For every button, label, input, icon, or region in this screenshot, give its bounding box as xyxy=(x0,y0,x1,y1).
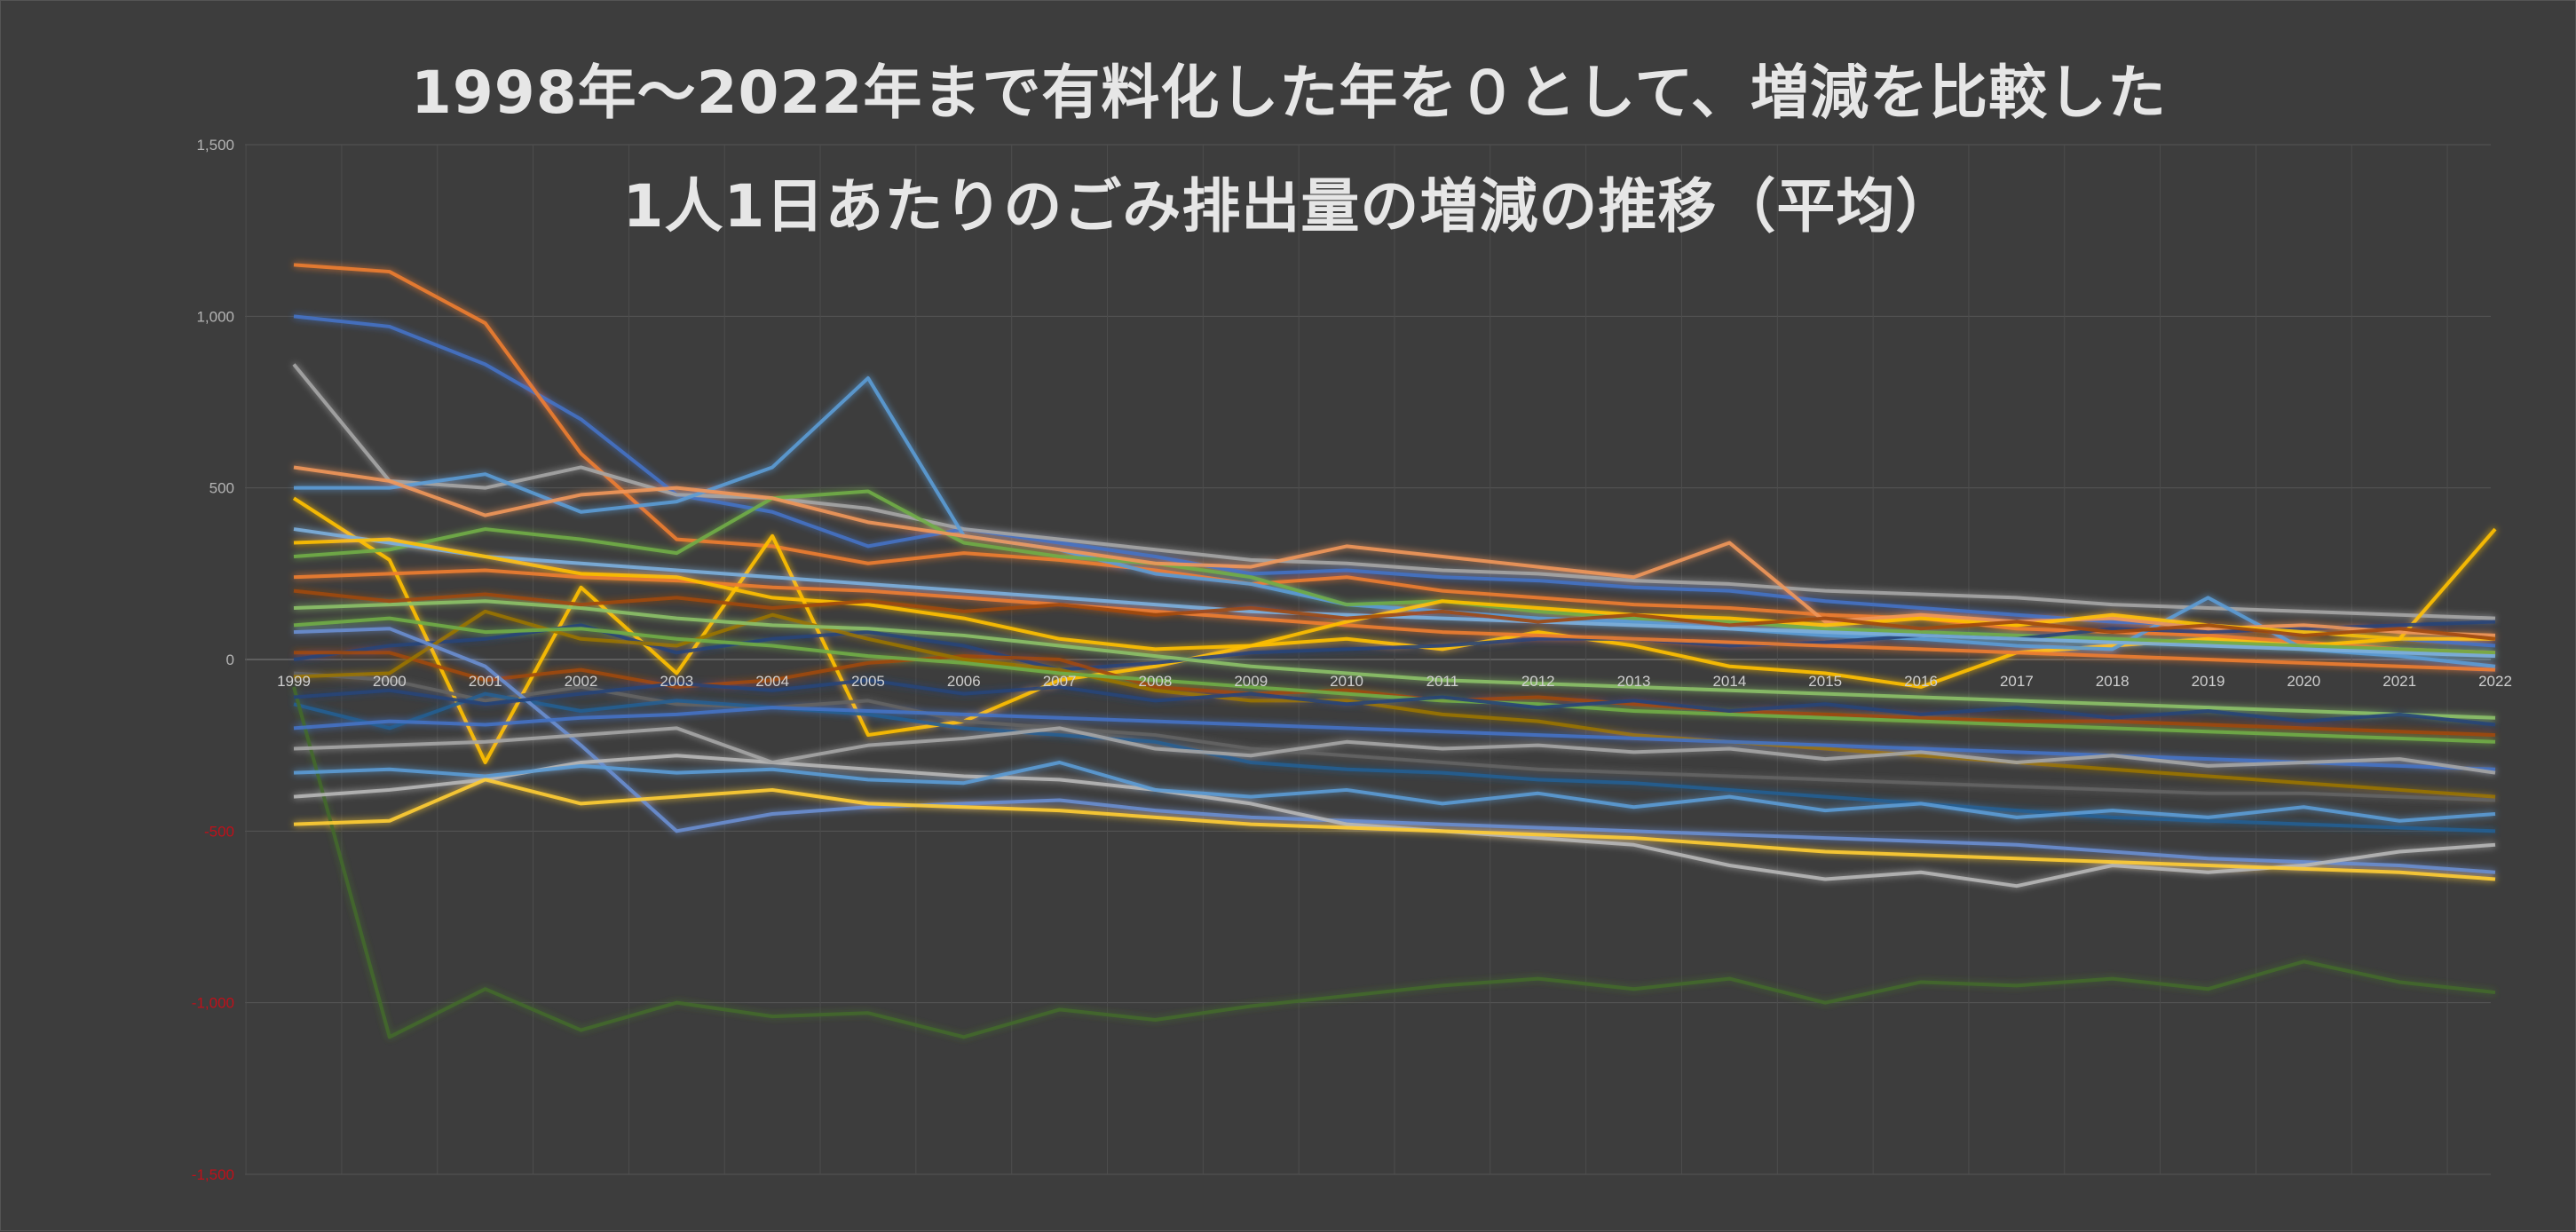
x-tick-label: 2018 xyxy=(2096,673,2130,690)
series-line xyxy=(293,537,2495,652)
series-line xyxy=(293,314,2496,648)
x-tick-label: 2013 xyxy=(1617,673,1651,690)
y-tick-label: 1,000 xyxy=(196,308,234,325)
x-tick-label: 2000 xyxy=(373,673,407,690)
x-tick-label: 1999 xyxy=(277,673,311,690)
series-line xyxy=(293,761,2496,823)
series-line xyxy=(293,678,2496,727)
x-tick-label: 2007 xyxy=(1043,673,1077,690)
x-tick-label: 2019 xyxy=(2192,673,2225,690)
series-line xyxy=(293,588,2496,641)
series-line xyxy=(293,599,2496,720)
series-line xyxy=(293,568,2496,672)
x-tick-label: 2022 xyxy=(2478,673,2512,690)
series-line xyxy=(293,627,2496,874)
x-tick-label: 2010 xyxy=(1330,673,1363,690)
chart-title-line-2: 1人1日あたりのごみ排出量の増減の推移（平均） xyxy=(622,172,1956,241)
series-line xyxy=(293,489,2496,655)
series-line xyxy=(293,691,2496,833)
x-tick-label: 2012 xyxy=(1521,673,1555,690)
x-tick-label: 2005 xyxy=(851,673,885,690)
y-axis: 1,500 1,000 500 0 -500 -1,000 -1,500 xyxy=(192,137,234,1183)
x-tick-label: 2003 xyxy=(660,673,693,690)
x-tick-label: 2001 xyxy=(469,673,502,690)
x-tick-label: 2011 xyxy=(1426,673,1459,690)
x-tick-label: 2015 xyxy=(1808,673,1842,690)
y-tick-label: 0 xyxy=(226,652,234,668)
y-tick-label: 1,500 xyxy=(196,137,234,154)
series-line xyxy=(293,778,2496,881)
x-tick-label: 2002 xyxy=(565,673,598,690)
x-tick-label: 2006 xyxy=(947,673,981,690)
gridlines xyxy=(245,144,2491,1175)
y-tick-label: -1,500 xyxy=(192,1166,234,1183)
y-tick-label: 500 xyxy=(209,480,234,497)
chart-title-line-1: 1998年～2022年まで有料化した年を０として、増減を比較した xyxy=(410,59,2168,127)
series-line xyxy=(293,616,2496,744)
x-tick-label: 2021 xyxy=(2382,673,2416,690)
x-tick-label: 2008 xyxy=(1139,673,1173,690)
series-line xyxy=(293,465,2496,637)
x-tick-label: 2014 xyxy=(1712,673,1746,690)
x-tick-label: 2004 xyxy=(755,673,789,690)
x-tick-label: 2020 xyxy=(2287,673,2320,690)
x-axis: 1999 2000 2001 2002 2003 2004 2005 2006 2007 2008… xyxy=(277,673,2512,690)
y-tick-label: -500 xyxy=(204,823,234,840)
series-line xyxy=(293,726,2496,775)
x-tick-label: 2009 xyxy=(1234,673,1268,690)
series-line xyxy=(292,686,2496,1039)
series-line xyxy=(293,609,2496,799)
x-tick-label: 2017 xyxy=(2000,673,2034,690)
x-tick-label: 2016 xyxy=(1904,673,1938,690)
y-tick-label: -1,000 xyxy=(192,995,234,1012)
series-lines xyxy=(292,263,2497,1039)
